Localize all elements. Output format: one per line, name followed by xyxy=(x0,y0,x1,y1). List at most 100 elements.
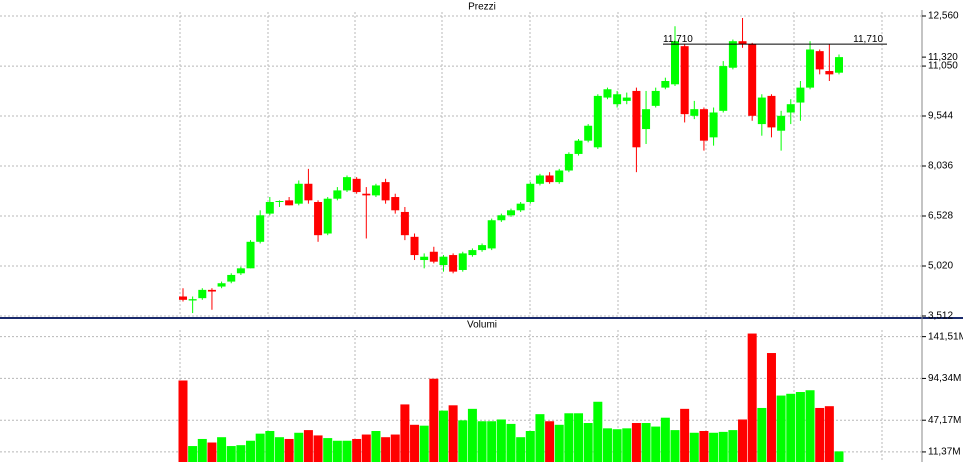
volume-bar xyxy=(361,434,371,462)
volume-bar xyxy=(207,442,217,462)
candle-body xyxy=(304,183,313,201)
volume-bar xyxy=(246,440,256,462)
volume-bar xyxy=(352,438,362,462)
volume-bar xyxy=(390,434,400,462)
volume-bar xyxy=(593,401,603,462)
volume-bar xyxy=(824,406,834,462)
volume-bar xyxy=(583,423,593,462)
y-tick-label: 9,544 xyxy=(928,111,953,122)
candle-body xyxy=(613,94,622,105)
candle-body xyxy=(555,170,564,183)
candle-body xyxy=(767,95,776,128)
volume-bar xyxy=(545,421,555,462)
last-price-label: 11,320 xyxy=(928,52,958,63)
candle-body xyxy=(227,274,236,282)
volume-bar xyxy=(718,431,728,462)
candle-body xyxy=(285,200,294,206)
volume-bar xyxy=(631,423,641,462)
candle-body xyxy=(584,125,593,141)
volume-bar xyxy=(284,438,294,462)
volume-bar xyxy=(574,413,584,462)
volume-bar xyxy=(728,430,738,462)
volume-bar xyxy=(747,333,757,462)
y-tick-label: 12,560 xyxy=(928,11,959,22)
volume-bar xyxy=(651,426,661,462)
volume-bar xyxy=(410,424,420,462)
candle-body xyxy=(699,109,708,141)
volume-bar xyxy=(226,446,236,462)
volume-bar xyxy=(757,407,767,462)
candle-body xyxy=(198,289,207,299)
volume-bar xyxy=(236,445,246,462)
volume-bar xyxy=(805,390,815,462)
candle-body xyxy=(526,183,535,203)
candle-body xyxy=(680,46,689,115)
candle-body xyxy=(516,203,525,211)
candle-body xyxy=(535,175,544,184)
candle-body xyxy=(632,90,641,148)
candle-body xyxy=(391,197,400,211)
candle-body xyxy=(806,49,815,88)
candle-body xyxy=(786,104,795,113)
candle-body xyxy=(352,178,361,193)
volume-bar xyxy=(419,425,429,462)
y-tick-label: 47,17M xyxy=(928,415,961,426)
volume-bar xyxy=(815,407,825,462)
candle-body xyxy=(728,41,737,68)
volume-bar xyxy=(217,437,227,462)
candle-body xyxy=(420,256,429,261)
volume-bar xyxy=(400,404,410,462)
y-tick-label: 8,036 xyxy=(928,161,953,172)
candle-body xyxy=(179,296,187,300)
candle-body xyxy=(323,198,332,234)
volume-bar xyxy=(496,419,506,462)
candle-body xyxy=(574,140,583,154)
volume-bar xyxy=(487,421,497,462)
y-tick-label: 3,512 xyxy=(928,311,953,322)
volume-bar xyxy=(612,429,622,462)
candle-body xyxy=(449,255,458,272)
candle-body xyxy=(757,97,766,125)
volume-bar xyxy=(766,353,776,462)
y-tick-label: 11,37M xyxy=(928,447,961,458)
y-tick-label: 5,020 xyxy=(928,261,953,272)
volume-bar xyxy=(795,392,805,462)
volume-bar xyxy=(477,421,487,462)
candle-body xyxy=(294,183,303,204)
candle-body xyxy=(497,215,506,221)
candle-body xyxy=(371,185,380,196)
candle-body xyxy=(690,109,699,116)
candle-body xyxy=(429,251,438,262)
volume-bar xyxy=(303,430,313,462)
candle-body xyxy=(188,299,197,301)
candle-body xyxy=(719,66,728,111)
candle-body xyxy=(825,71,834,75)
candle-body xyxy=(410,236,419,256)
candle-body xyxy=(439,256,448,266)
volume-bar xyxy=(525,430,535,462)
volume-bar xyxy=(834,451,844,462)
candle-body xyxy=(468,250,477,256)
candle-body xyxy=(400,211,409,236)
volume-bar xyxy=(776,395,786,462)
candle-body xyxy=(661,80,670,88)
volume-bar xyxy=(265,430,275,462)
panel-title: Prezzi xyxy=(468,2,496,13)
candle-body xyxy=(478,245,487,251)
volume-bar xyxy=(602,428,612,462)
candle-body xyxy=(265,202,274,214)
candle-body xyxy=(343,177,351,191)
volume-bar xyxy=(438,410,448,462)
candle-body xyxy=(381,182,390,201)
volume-bar xyxy=(467,408,477,462)
candle-body xyxy=(458,253,467,270)
candle-body xyxy=(256,215,265,242)
candle-body xyxy=(738,41,747,45)
y-tick-label: 94,34M xyxy=(928,373,961,384)
volume-bar xyxy=(448,405,458,462)
candle-body xyxy=(651,90,660,106)
candle-body xyxy=(777,115,786,131)
